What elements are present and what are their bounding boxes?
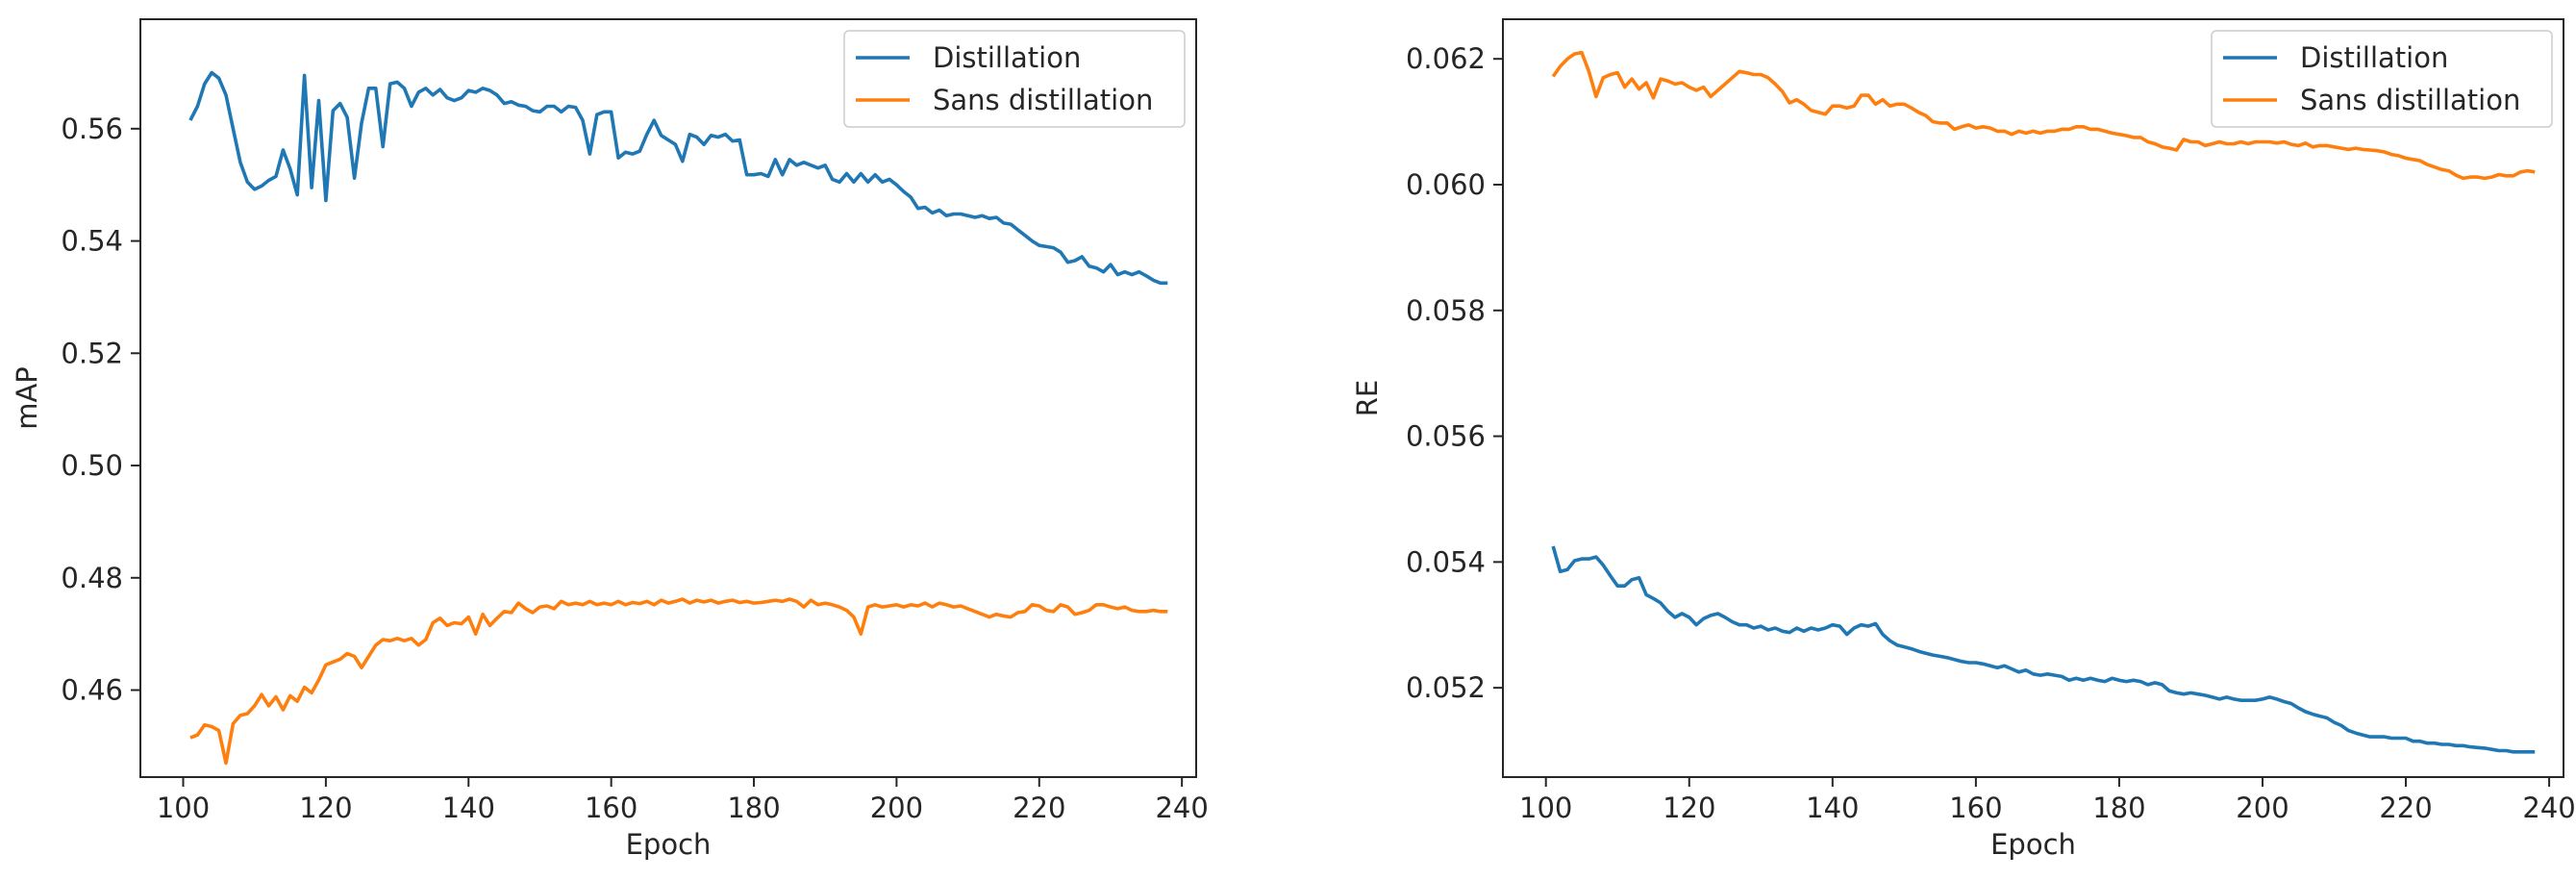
x-axis-label: Epoch — [1990, 828, 2076, 861]
y-tick-label: 0.56 — [61, 113, 123, 145]
chart-map: 100 120 140 160 180 200 220 240 0.46 0.48 0.50 0.52… — [11, 18, 1209, 861]
legend-label-distillation: Distillation — [2300, 41, 2448, 74]
y-tick-label: 0.056 — [1406, 420, 1486, 453]
legend-label-sans-distillation: Sans distillation — [2300, 84, 2520, 116]
x-tick-label: 200 — [870, 792, 923, 824]
series-line-distillation — [1551, 545, 2536, 754]
x-tick-label: 180 — [2092, 792, 2145, 824]
x-tick-label: 200 — [2236, 792, 2288, 824]
y-tick-label: 0.060 — [1406, 168, 1486, 201]
x-tick-label: 120 — [299, 792, 352, 824]
y-tick-label: 0.48 — [61, 562, 123, 594]
x-tick-label: 220 — [1013, 792, 1065, 824]
y-tick-label: 0.062 — [1406, 42, 1486, 75]
y-tick-label: 0.052 — [1406, 671, 1486, 704]
plot-frame — [1502, 18, 2564, 778]
x-tick-label: 240 — [2522, 792, 2575, 824]
series-line-sans-distillation — [1551, 50, 2536, 181]
x-tick-label: 220 — [2379, 792, 2432, 824]
x-tick-label: 240 — [1155, 792, 1208, 824]
legend: Distillation Sans distillation — [843, 30, 1186, 128]
x-tick-label: 180 — [727, 792, 780, 824]
plot-frame — [139, 18, 1197, 778]
y-tick-label: 0.054 — [1406, 545, 1486, 578]
x-axis-label: Epoch — [626, 828, 712, 861]
x-tick-label: 140 — [442, 792, 495, 824]
chart-re: 100 120 140 160 180 200 220 240 0.052 0.054 0.056 0… — [1351, 18, 2576, 861]
legend-label-distillation: Distillation — [933, 41, 1081, 74]
x-tick-label: 100 — [1519, 792, 1572, 824]
legend-box — [843, 30, 1186, 128]
series-line-sans-distillation — [189, 597, 1168, 766]
y-tick-label: 0.52 — [61, 337, 123, 369]
x-tick-label: 160 — [1949, 792, 2002, 824]
x-tick-label: 140 — [1806, 792, 1859, 824]
y-tick-label: 0.54 — [61, 225, 123, 258]
x-tick-label: 160 — [585, 792, 638, 824]
y-tick-label: 0.058 — [1406, 294, 1486, 327]
y-tick-label: 0.46 — [61, 674, 123, 707]
legend-label-sans-distillation: Sans distillation — [933, 84, 1153, 116]
series-line-distillation — [188, 70, 1168, 286]
legend: Distillation Sans distillation — [2211, 30, 2553, 128]
x-tick-label: 120 — [1663, 792, 1715, 824]
x-tick-label: 100 — [157, 792, 210, 824]
y-axis-label: RE — [1351, 380, 1384, 416]
legend-box — [2211, 30, 2553, 128]
y-axis-label: mAP — [11, 366, 43, 430]
y-tick-label: 0.50 — [61, 449, 123, 482]
